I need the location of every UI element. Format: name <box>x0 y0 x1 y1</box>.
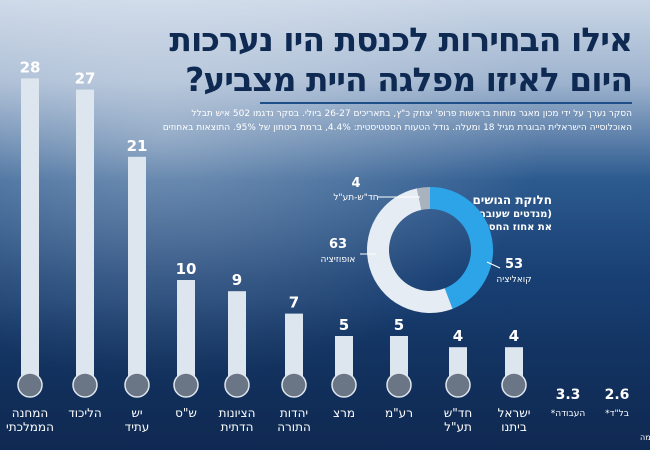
donut-title: חלוקת הגושים <box>472 193 552 207</box>
bar-category-label: הליכוד <box>68 406 102 420</box>
bar-category-label: ש"ס <box>175 406 197 420</box>
leader-avatar <box>224 372 250 398</box>
leader-avatar <box>173 372 199 398</box>
bar-category-label: יש עתיד <box>125 406 150 434</box>
bar <box>128 156 146 392</box>
bar-value-label: 21 <box>127 137 148 155</box>
donut-segment <box>429 187 493 309</box>
bar-value-label: 10 <box>176 260 197 278</box>
bar-category-label: יהדות התורה <box>277 406 311 434</box>
survey-note-line-1: הסקר נערך על ידי מכון מאגר מוחות בראשות … <box>191 109 632 119</box>
bar-value-label: 28 <box>20 58 41 76</box>
leader-avatar <box>445 372 471 398</box>
title-divider <box>260 102 632 104</box>
bar <box>21 78 39 393</box>
bar-category-label: חד"ש תע"ל <box>444 406 472 434</box>
bar-value-label: 5 <box>339 316 349 334</box>
bar-value-label: 3.3 <box>556 387 581 403</box>
footnote: *לא עוברות את אחוז החסימה <box>640 433 650 442</box>
bar-value-label: 4 <box>453 327 463 345</box>
bar-category-label: ישראל ביתנו <box>498 406 531 434</box>
donut-segment <box>416 187 431 210</box>
donut-category-label: אופוזיציה <box>321 255 356 265</box>
bar-category-label: המחנה הממלכתי <box>6 406 54 434</box>
leader-avatar <box>72 372 98 398</box>
donut-value-label: 63 <box>329 237 347 252</box>
donut-value-label: 4 <box>351 176 360 191</box>
title-line-1: אילו הבחירות לכנסת היו נערכות <box>169 20 633 59</box>
bar-value-label: 27 <box>75 70 96 88</box>
bar-category-label: רע"מ <box>385 406 413 420</box>
bar-value-label: 9 <box>232 271 242 289</box>
leader-avatar <box>17 372 43 398</box>
bar-category-label: העבודה* <box>551 409 586 419</box>
donut-subtitle-line-1: (מנדטים שעוברים <box>469 209 552 220</box>
donut-category-label: חד"ש-תע"ל <box>333 193 378 203</box>
leader-avatar <box>501 372 527 398</box>
title-line-2: היום לאיזו מפלגה היית מצביע? <box>185 60 633 99</box>
donut-value-label: 53 <box>505 257 523 272</box>
bar-value-label: 5 <box>394 316 404 334</box>
bar <box>177 280 195 392</box>
bar-category-label: בל"ד* <box>605 409 629 419</box>
background-floor <box>0 300 650 450</box>
bar <box>76 89 94 392</box>
bar-value-label: 4 <box>509 327 519 345</box>
bar-value-label: 2.6 <box>605 387 630 403</box>
donut-category-label: קואליציה <box>496 275 531 285</box>
donut-segment <box>367 188 453 313</box>
leader-avatar <box>331 372 357 398</box>
survey-note-line-2: האוכלוסייה הישראלית הבוגרת מגיל 18 ומעלה… <box>162 123 632 133</box>
donut-leader-line <box>486 261 501 269</box>
bar-value-label: 7 <box>289 294 299 312</box>
donut-subtitle-line-2: את אחוז החסימה) <box>467 222 552 233</box>
bar <box>285 313 303 392</box>
leader-avatar <box>386 372 412 398</box>
bar-category-label: הציונות הדתית <box>219 406 256 434</box>
bar-category-label: מרצ <box>333 406 355 420</box>
leader-avatar <box>281 372 307 398</box>
bar <box>228 291 246 392</box>
leader-avatar <box>124 372 150 398</box>
